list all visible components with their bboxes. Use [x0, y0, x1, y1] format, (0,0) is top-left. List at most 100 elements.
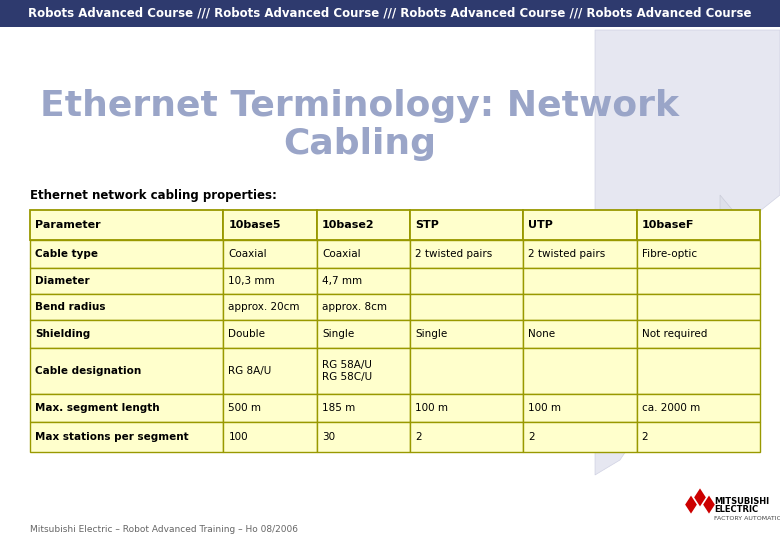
Text: FACTORY AUTOMATION: FACTORY AUTOMATION — [714, 516, 780, 522]
Text: 2: 2 — [642, 432, 648, 442]
Bar — [636, 348, 760, 394]
Text: 30: 30 — [322, 432, 335, 442]
Bar — [523, 240, 636, 268]
Text: 2: 2 — [529, 432, 535, 442]
Text: Shielding: Shielding — [35, 329, 90, 339]
Bar — [410, 422, 523, 452]
Bar — [410, 268, 523, 294]
Text: approx. 20cm: approx. 20cm — [229, 302, 300, 312]
Bar — [523, 320, 636, 348]
Bar — [317, 294, 410, 320]
Text: 2: 2 — [415, 432, 422, 442]
Text: Fibre-optic: Fibre-optic — [642, 249, 697, 259]
Bar — [410, 320, 523, 348]
Bar — [223, 268, 317, 294]
Bar — [30, 422, 223, 452]
Text: STP: STP — [415, 220, 439, 230]
Text: None: None — [529, 329, 555, 339]
Text: 100 m: 100 m — [415, 403, 448, 413]
Text: RG 58A/U
RG 58C/U: RG 58A/U RG 58C/U — [322, 360, 372, 382]
Text: RG 8A/U: RG 8A/U — [229, 366, 271, 376]
Text: Max stations per segment: Max stations per segment — [35, 432, 189, 442]
Bar — [636, 210, 760, 240]
Bar — [523, 268, 636, 294]
Polygon shape — [685, 496, 697, 514]
Bar — [317, 240, 410, 268]
Bar — [636, 268, 760, 294]
Text: Single: Single — [415, 329, 448, 339]
Text: 2 twisted pairs: 2 twisted pairs — [529, 249, 606, 259]
Text: 10baseF: 10baseF — [642, 220, 694, 230]
Bar — [636, 394, 760, 422]
Text: ELECTRIC: ELECTRIC — [714, 505, 758, 515]
Text: Max. segment length: Max. segment length — [35, 403, 160, 413]
Bar — [410, 240, 523, 268]
Bar — [30, 394, 223, 422]
Text: MITSUBISHI: MITSUBISHI — [714, 496, 769, 505]
Bar — [317, 320, 410, 348]
Bar — [223, 422, 317, 452]
Text: Ethernet Terminology: Network
Cabling: Ethernet Terminology: Network Cabling — [41, 89, 679, 161]
Text: Robots Advanced Course /// Robots Advanced Course /// Robots Advanced Course ///: Robots Advanced Course /// Robots Advanc… — [28, 7, 752, 20]
Bar — [523, 348, 636, 394]
Text: Parameter: Parameter — [35, 220, 101, 230]
Text: Cable designation: Cable designation — [35, 366, 141, 376]
Bar — [317, 210, 410, 240]
Bar — [30, 240, 223, 268]
Bar — [223, 320, 317, 348]
Bar — [636, 240, 760, 268]
Text: Single: Single — [322, 329, 354, 339]
Text: Coaxial: Coaxial — [322, 249, 360, 259]
Bar — [410, 294, 523, 320]
Bar — [636, 320, 760, 348]
Bar — [523, 210, 636, 240]
Text: 100: 100 — [229, 432, 248, 442]
Bar — [636, 422, 760, 452]
Bar — [223, 240, 317, 268]
Text: 100 m: 100 m — [529, 403, 562, 413]
Text: Bend radius: Bend radius — [35, 302, 105, 312]
Bar — [30, 320, 223, 348]
Text: 10base5: 10base5 — [229, 220, 281, 230]
Bar — [410, 348, 523, 394]
Text: 4,7 mm: 4,7 mm — [322, 276, 362, 286]
Bar — [30, 294, 223, 320]
Bar — [636, 294, 760, 320]
Text: Coaxial: Coaxial — [229, 249, 267, 259]
Bar — [410, 394, 523, 422]
Bar — [223, 394, 317, 422]
Bar — [30, 268, 223, 294]
Bar — [0, 0, 780, 27]
Text: Cable type: Cable type — [35, 249, 98, 259]
Bar — [30, 210, 223, 240]
Text: Double: Double — [229, 329, 265, 339]
Text: 10base2: 10base2 — [322, 220, 374, 230]
Bar — [317, 348, 410, 394]
Text: 2 twisted pairs: 2 twisted pairs — [415, 249, 493, 259]
Bar — [30, 348, 223, 394]
Text: UTP: UTP — [529, 220, 553, 230]
Bar — [523, 294, 636, 320]
Bar — [317, 422, 410, 452]
Text: 10,3 mm: 10,3 mm — [229, 276, 275, 286]
Text: 185 m: 185 m — [322, 403, 355, 413]
Polygon shape — [595, 30, 780, 475]
Text: ca. 2000 m: ca. 2000 m — [642, 403, 700, 413]
Polygon shape — [700, 195, 750, 285]
Bar — [410, 210, 523, 240]
Text: Ethernet network cabling properties:: Ethernet network cabling properties: — [30, 188, 277, 201]
Text: Mitsubishi Electric – Robot Advanced Training – Ho 08/2006: Mitsubishi Electric – Robot Advanced Tra… — [30, 525, 298, 535]
Text: Diameter: Diameter — [35, 276, 90, 286]
Polygon shape — [694, 488, 706, 507]
Bar — [223, 294, 317, 320]
Bar — [223, 348, 317, 394]
Bar — [223, 210, 317, 240]
Bar — [523, 394, 636, 422]
Bar — [523, 422, 636, 452]
Bar — [317, 394, 410, 422]
Text: 500 m: 500 m — [229, 403, 261, 413]
Text: approx. 8cm: approx. 8cm — [322, 302, 387, 312]
Bar — [317, 268, 410, 294]
Polygon shape — [703, 496, 714, 514]
Text: Not required: Not required — [642, 329, 707, 339]
